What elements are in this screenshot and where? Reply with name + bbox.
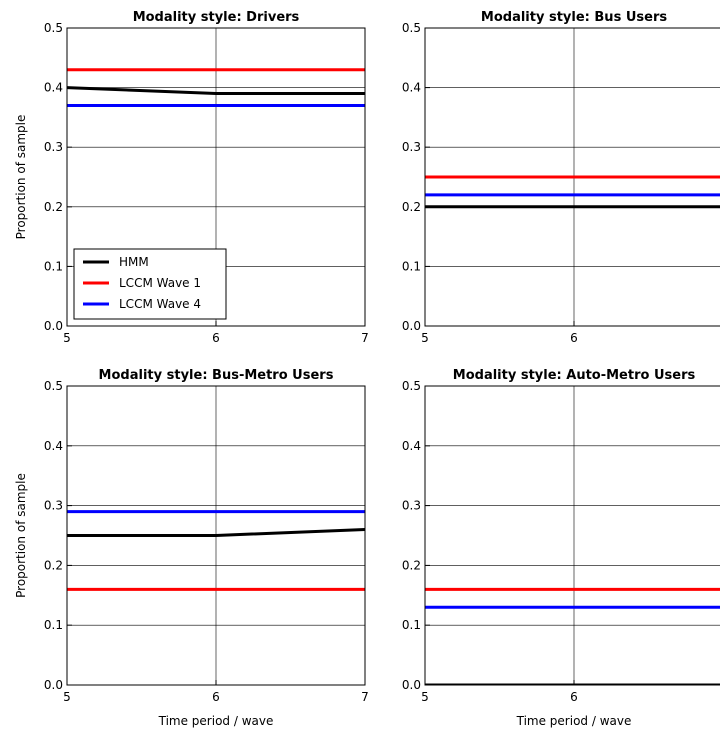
y-tick-label: 0.1: [402, 618, 421, 632]
x-tick-label: 5: [63, 690, 71, 704]
subplot-title: Modality style: Auto-Metro Users: [453, 368, 696, 383]
y-tick-label: 0.1: [402, 259, 421, 273]
x-tick-label: 5: [421, 331, 429, 345]
y-tick-label: 0.0: [402, 319, 421, 333]
y-axis-label: Proportion of sample: [14, 473, 28, 598]
x-axis-label: Time period / wave: [158, 714, 274, 728]
y-tick-label: 0.5: [44, 21, 63, 35]
y-tick-label: 0.1: [44, 259, 63, 273]
legend-label-lccm-wave-1: LCCM Wave 1: [119, 276, 201, 290]
x-tick-label: 7: [361, 690, 369, 704]
x-tick-label: 5: [421, 690, 429, 704]
subplot-title: Modality style: Bus-Metro Users: [99, 368, 334, 383]
subplot-title: Modality style: Bus Users: [481, 10, 667, 25]
subplots: 5 6 7 0.0 0.1 0.2 0.3 0.4 0.5 Modality style: Dri…: [14, 10, 720, 728]
x-tick-label: 5: [63, 331, 71, 345]
x-tick-label: 7: [361, 331, 369, 345]
y-tick-label: 0.0: [44, 678, 63, 692]
subplot-3: 5 6 7 0.0 0.1 0.2 0.3 0.4 0.5 Modality style: Bus…: [14, 368, 369, 728]
y-tick-label: 0.3: [402, 140, 421, 154]
legend-label-lccm-wave-4: LCCM Wave 4: [119, 297, 201, 311]
legend: HMM LCCM Wave 1 LCCM Wave 4: [73, 248, 227, 320]
x-tick-label: 6: [570, 690, 578, 704]
y-tick-label: 0.0: [402, 678, 421, 692]
series-line-hmm: [67, 86, 365, 96]
y-tick-label: 0.2: [44, 558, 63, 572]
y-tick-label: 0.4: [44, 81, 63, 95]
y-tick-label: 0.1: [44, 618, 63, 632]
series-group: [67, 68, 365, 107]
y-tick-label: 0.4: [402, 81, 421, 95]
series-line-hmm: [67, 528, 365, 537]
y-tick-label: 0.4: [402, 439, 421, 453]
y-tick-label: 0.3: [402, 499, 421, 513]
y-tick-label: 0.5: [402, 379, 421, 393]
series-group: [67, 510, 365, 591]
y-tick-label: 0.2: [44, 200, 63, 214]
legend-label-hmm: HMM: [119, 255, 149, 269]
x-axis-label: Time period / wave: [516, 714, 632, 728]
x-tick-label: 6: [570, 331, 578, 345]
x-tick-label: 6: [212, 690, 220, 704]
y-tick-label: 0.3: [44, 499, 63, 513]
y-axis-label: Proportion of sample: [14, 115, 28, 240]
y-tick-label: 0.5: [402, 21, 421, 35]
y-tick-label: 0.2: [402, 200, 421, 214]
series-group: [425, 587, 720, 685]
subplot-title: Modality style: Drivers: [133, 10, 300, 25]
x-tick-label: 6: [212, 331, 220, 345]
series-group: [425, 175, 720, 209]
y-tick-label: 0.5: [44, 379, 63, 393]
y-tick-label: 0.4: [44, 439, 63, 453]
subplot-1: 5 6 7 0.0 0.1 0.2 0.3 0.4 0.5 Modality style: Dri…: [14, 10, 369, 345]
y-tick-label: 0.3: [44, 140, 63, 154]
y-tick-label: 0.0: [44, 319, 63, 333]
y-tick-label: 0.2: [402, 558, 421, 572]
